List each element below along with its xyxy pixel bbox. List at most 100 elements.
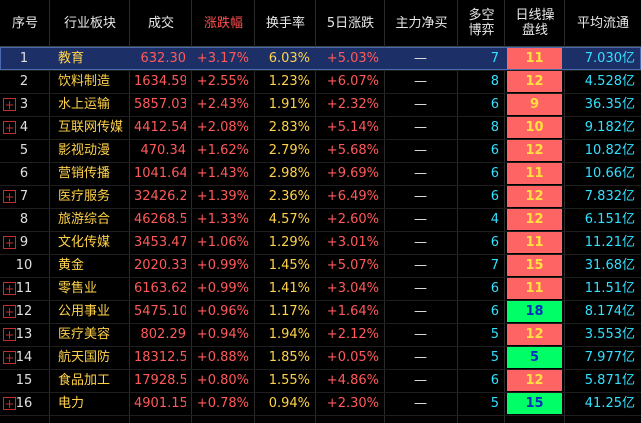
row-divider: [0, 392, 641, 393]
cell: —: [414, 235, 427, 250]
column-divider: [49, 0, 50, 423]
column-header: 5日涨跌: [326, 15, 375, 31]
cell: 16: [15, 396, 33, 411]
cell: 6: [490, 189, 499, 204]
expand-icon[interactable]: +: [3, 121, 16, 135]
cell: 4: [490, 212, 499, 227]
cell: —: [414, 189, 427, 204]
cell: 黄金: [58, 258, 85, 273]
cell: 7.832亿: [584, 189, 635, 204]
row-divider: [0, 139, 641, 140]
cell: —: [414, 97, 427, 112]
cell: 470.34: [140, 143, 187, 158]
daily-line-cell: 12: [507, 140, 562, 161]
row-divider: [0, 185, 641, 186]
daily-line-cell: 11: [507, 48, 562, 69]
cell: 文化传媒: [58, 235, 111, 250]
cell: —: [414, 350, 427, 365]
cell: 旅游综合: [58, 212, 111, 227]
cell: +2.32%: [326, 97, 379, 112]
column-header: 序号: [11, 15, 38, 31]
cell: +2.43%: [196, 97, 249, 112]
cell: 6: [19, 166, 29, 181]
row-divider: [0, 70, 641, 71]
cell: 互联网传媒: [58, 120, 124, 135]
row-divider: [0, 323, 641, 324]
cell: 8: [490, 74, 499, 89]
cell: —: [414, 120, 427, 135]
cell: 水上运输: [58, 97, 111, 112]
daily-line-cell: 12: [507, 324, 562, 345]
cell: —: [414, 373, 427, 388]
cell: +0.88%: [196, 350, 249, 365]
cell: —: [414, 166, 427, 181]
cell: 6: [490, 143, 499, 158]
column-divider: [384, 0, 385, 423]
daily-line-cell: 15: [507, 255, 562, 276]
cell: 17928.51: [134, 373, 186, 388]
expand-icon[interactable]: +: [3, 190, 16, 204]
cell: 7: [490, 258, 499, 273]
cell: +2.08%: [196, 120, 249, 135]
cell: 4901.15: [134, 396, 186, 411]
cell: 2020.33: [134, 258, 186, 273]
column-header: 多空 博弈: [468, 8, 495, 38]
cell: —: [414, 281, 427, 296]
row-divider: [0, 231, 641, 232]
column-header: 日线操 盘线: [515, 8, 555, 38]
cell: 6: [490, 304, 499, 319]
header-divider: [0, 46, 641, 47]
column-divider: [191, 0, 192, 423]
cell: 6: [490, 166, 499, 181]
cell: 4412.54: [134, 120, 186, 135]
cell: —: [414, 258, 427, 273]
expand-icon[interactable]: +: [3, 282, 16, 296]
cell: 饮料制造: [58, 74, 111, 89]
cell: +2.30%: [326, 396, 379, 411]
column-divider: [564, 0, 565, 423]
cell: 1.23%: [268, 74, 310, 89]
expand-icon[interactable]: +: [3, 397, 16, 411]
cell: —: [414, 51, 427, 66]
cell: +0.05%: [326, 350, 379, 365]
column-header: 成交: [147, 15, 174, 31]
daily-line-cell: 10: [507, 117, 562, 138]
cell: 3: [19, 97, 29, 112]
expand-icon[interactable]: +: [3, 351, 16, 365]
cell: +2.12%: [326, 327, 379, 342]
cell: 1.85%: [268, 350, 310, 365]
cell: 1.45%: [268, 258, 310, 273]
cell: +1.33%: [196, 212, 249, 227]
column-header: 平均流通: [576, 15, 629, 31]
cell: 6.03%: [268, 51, 310, 66]
row-divider: [0, 93, 641, 94]
cell: 营销传播: [58, 166, 111, 181]
cell: 医疗美容: [58, 327, 111, 342]
cell: 6: [490, 373, 499, 388]
cell: +0.94%: [196, 327, 249, 342]
cell: 4.57%: [268, 212, 310, 227]
row-divider: [0, 300, 641, 301]
expand-icon[interactable]: +: [3, 98, 16, 112]
expand-icon[interactable]: +: [3, 305, 16, 319]
cell: 4: [19, 120, 29, 135]
cell: +1.39%: [196, 189, 249, 204]
cell: 零售业: [58, 281, 98, 296]
expand-icon[interactable]: +: [3, 328, 16, 342]
cell: +5.03%: [326, 51, 379, 66]
daily-line-cell: 12: [507, 209, 562, 230]
daily-line-cell: 9: [507, 94, 562, 115]
cell: 12: [15, 304, 33, 319]
row-divider: [0, 346, 641, 347]
daily-line-cell: 11: [507, 232, 562, 253]
cell: 4.528亿: [584, 74, 635, 89]
cell: 11.51亿: [584, 281, 635, 296]
cell: 41.25亿: [584, 396, 635, 411]
cell: +2.60%: [326, 212, 379, 227]
daily-line-cell: 5: [507, 347, 562, 368]
column-divider: [129, 0, 130, 423]
expand-icon[interactable]: +: [3, 236, 16, 250]
cell: —: [414, 74, 427, 89]
cell: +0.99%: [196, 258, 249, 273]
